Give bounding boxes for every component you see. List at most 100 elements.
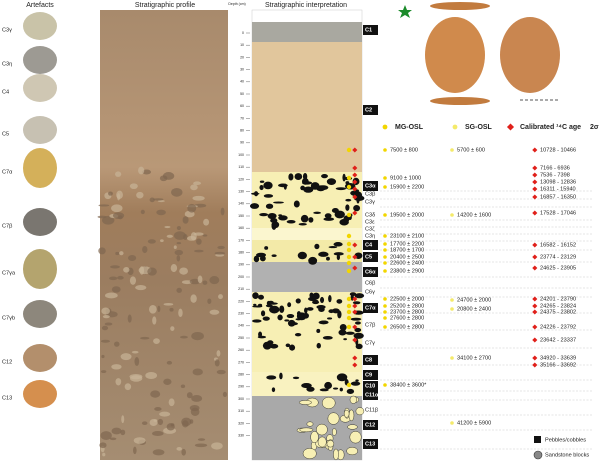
cobble [265, 304, 273, 308]
pebble [181, 417, 192, 427]
layer-label: C12 [365, 422, 375, 428]
depth-label: 260 [238, 348, 244, 352]
pebble [148, 305, 157, 314]
mg-osl-dot [346, 303, 352, 309]
cobble [320, 320, 329, 324]
layer-box [363, 381, 378, 391]
cobble [278, 215, 288, 221]
cobble [316, 328, 321, 334]
layer-label: C6γ [365, 289, 375, 295]
c14-dot [352, 179, 358, 185]
depth-label: 240 [238, 324, 244, 328]
c14-dot [352, 309, 358, 315]
pebble [108, 191, 113, 196]
cobble [328, 246, 338, 249]
pebble [163, 303, 174, 306]
c14-marker [532, 309, 538, 315]
cobble [350, 381, 361, 386]
layer-label: C3β [365, 191, 375, 197]
mg-osl-date: 23700 ± 2800 [390, 309, 424, 315]
block [302, 448, 317, 459]
layer-label: C6α [365, 269, 376, 275]
cobble [338, 329, 347, 336]
cobble [268, 300, 274, 305]
cobble [293, 200, 300, 208]
cobble [249, 203, 260, 209]
mg-osl-dot [346, 260, 352, 266]
depth-label: 60 [240, 104, 244, 108]
cobble [284, 319, 290, 322]
mg-osl-date: 19500 ± 2000 [390, 212, 424, 218]
pebble [202, 234, 208, 237]
sg-osl-marker [450, 421, 454, 425]
mg-osl-marker [383, 310, 387, 314]
cobble [266, 375, 277, 380]
layer-box [363, 355, 378, 365]
pebble [202, 280, 208, 285]
cobble [345, 198, 352, 202]
block [327, 412, 340, 425]
mg-osl-marker [383, 297, 387, 301]
c14-date: 35166 - 33692 [540, 362, 576, 368]
pebble [111, 204, 123, 213]
artefact-photo [23, 380, 57, 408]
pebble [181, 280, 193, 285]
pebble [129, 276, 137, 285]
cobble [342, 173, 346, 182]
cobble [306, 307, 314, 311]
cobble [253, 255, 260, 263]
pebble [216, 350, 221, 357]
pebble [186, 236, 197, 241]
heading: Depth (cm) [228, 2, 245, 6]
c14-marker [532, 362, 538, 368]
cobble [295, 318, 302, 321]
layer-label: C4 [365, 242, 373, 248]
pebble [97, 215, 107, 219]
cobble [354, 327, 362, 333]
pebble [101, 354, 105, 359]
cobble [271, 387, 276, 393]
artefact-photo [23, 46, 57, 74]
mg-osl-date: 18700 ± 1700 [390, 247, 424, 253]
heading: Artefacts [26, 2, 54, 9]
pebble [196, 238, 202, 245]
depth-label: 30 [240, 68, 244, 72]
artefact-photo [430, 97, 490, 105]
pebble [176, 255, 181, 262]
cobble [321, 174, 328, 179]
block [321, 396, 336, 409]
pebble [147, 239, 156, 244]
pebble [153, 419, 158, 422]
depth-label: 50 [240, 92, 244, 96]
pebble [129, 183, 138, 190]
c14-dot [352, 265, 358, 271]
cobble [313, 211, 321, 215]
pebble [124, 383, 132, 391]
cobble [277, 314, 283, 321]
pebble [194, 249, 204, 253]
pebble [166, 360, 173, 365]
pebble [170, 264, 178, 273]
depth-label: 200 [238, 275, 244, 279]
star [398, 5, 412, 18]
c14-marker [532, 186, 538, 192]
sg-osl-date: 14200 ± 1600 [457, 212, 491, 218]
cobble [326, 256, 330, 261]
artefact-label: C5 [2, 131, 9, 137]
heading: Stratigraphic interpretation [265, 2, 347, 9]
layer-box [363, 25, 378, 35]
legend-label: Pebbles/cobbles [545, 437, 586, 443]
mg-osl-marker [383, 234, 387, 238]
artefact-label: C12 [2, 359, 12, 365]
pebble [123, 267, 130, 273]
c14-marker [532, 355, 538, 361]
layer-box [363, 240, 378, 250]
layer-fill [252, 22, 362, 42]
pebble [194, 443, 208, 448]
layer-label: C2 [365, 107, 372, 113]
c14-dot [352, 172, 358, 178]
c14-date: 24226 - 23792 [540, 324, 576, 330]
cobble [355, 343, 363, 350]
cobble [339, 387, 343, 392]
